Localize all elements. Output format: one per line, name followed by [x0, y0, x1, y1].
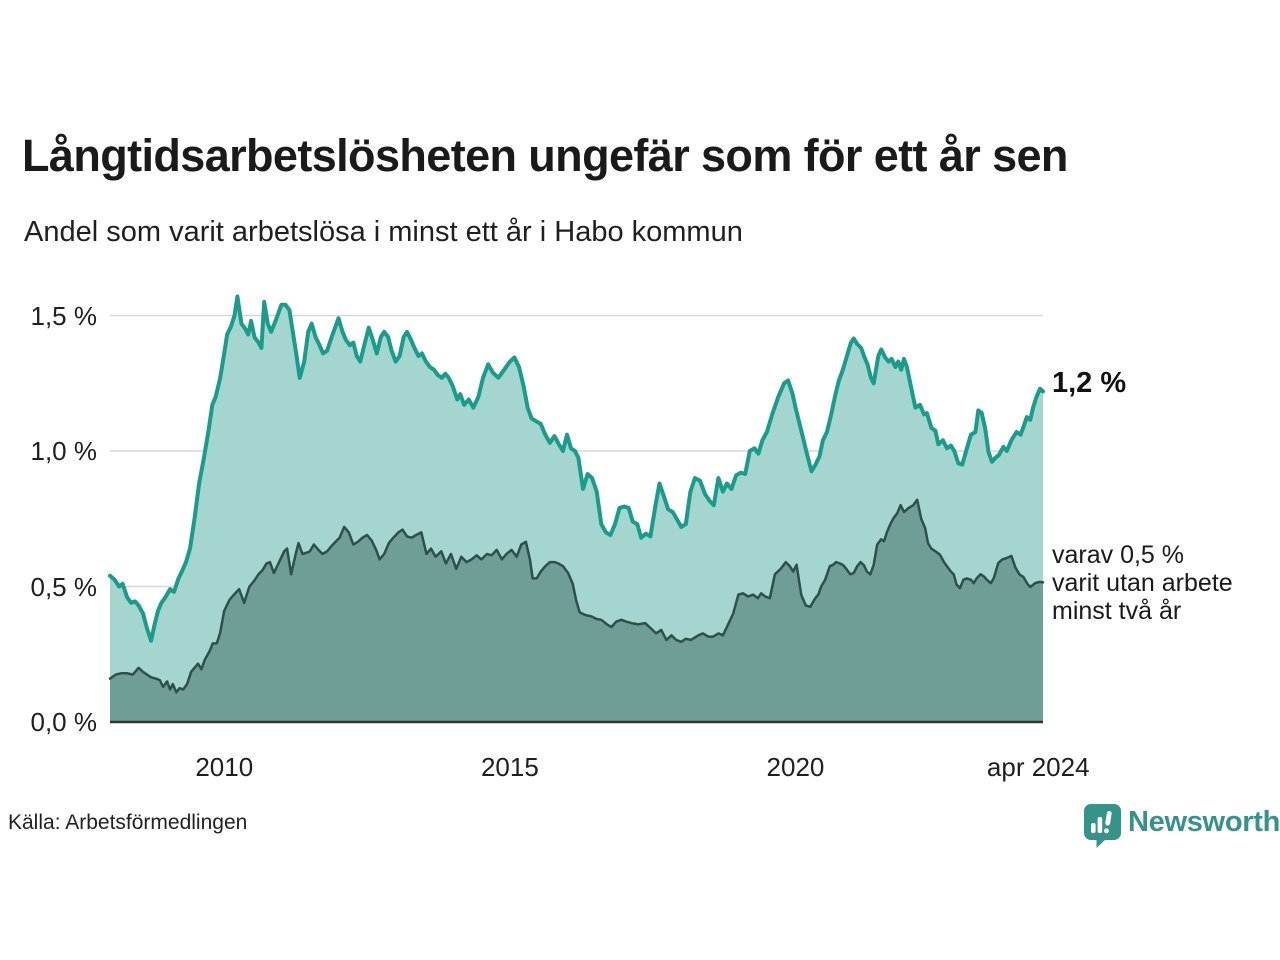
- annotation-line: varav 0,5 %: [1052, 541, 1185, 569]
- series-line-1: [108, 498, 1045, 694]
- newsworthy-icon: [1084, 804, 1121, 848]
- endpoint-value-label: 1,2 %: [1052, 367, 1127, 399]
- inner-series-annotation: varav 0,5 % varit utan arbete minst två …: [1052, 541, 1233, 625]
- y-tick-label: 0,0 %: [30, 707, 98, 737]
- x-tick-label: apr 2024: [986, 752, 1090, 782]
- x-tick-label: 2010: [195, 752, 254, 782]
- annotation-line: minst två år: [1052, 597, 1182, 625]
- series-area-1: [110, 499, 1043, 722]
- source-note: Källa: Arbetsförmedlingen: [8, 811, 248, 834]
- series-line-0: [108, 294, 1045, 643]
- x-tick-label: 2015: [480, 752, 539, 782]
- annotation-line: varit utan arbete: [1052, 569, 1233, 597]
- page-subtitle: Andel som varit arbetslösa i minst ett å…: [24, 216, 743, 248]
- y-tick-label: 1,5 %: [30, 300, 98, 331]
- y-tick-label: 1,0 %: [30, 436, 98, 466]
- brand-logo: Newsworthy: [1084, 804, 1280, 848]
- brand-wordmark: Newsworthy: [1128, 806, 1280, 838]
- y-tick-label: 0,5 %: [30, 571, 98, 602]
- x-tick-label: 2020: [766, 752, 825, 782]
- page-title: Långtidsarbetslösheten ungefär som för e…: [22, 130, 1068, 181]
